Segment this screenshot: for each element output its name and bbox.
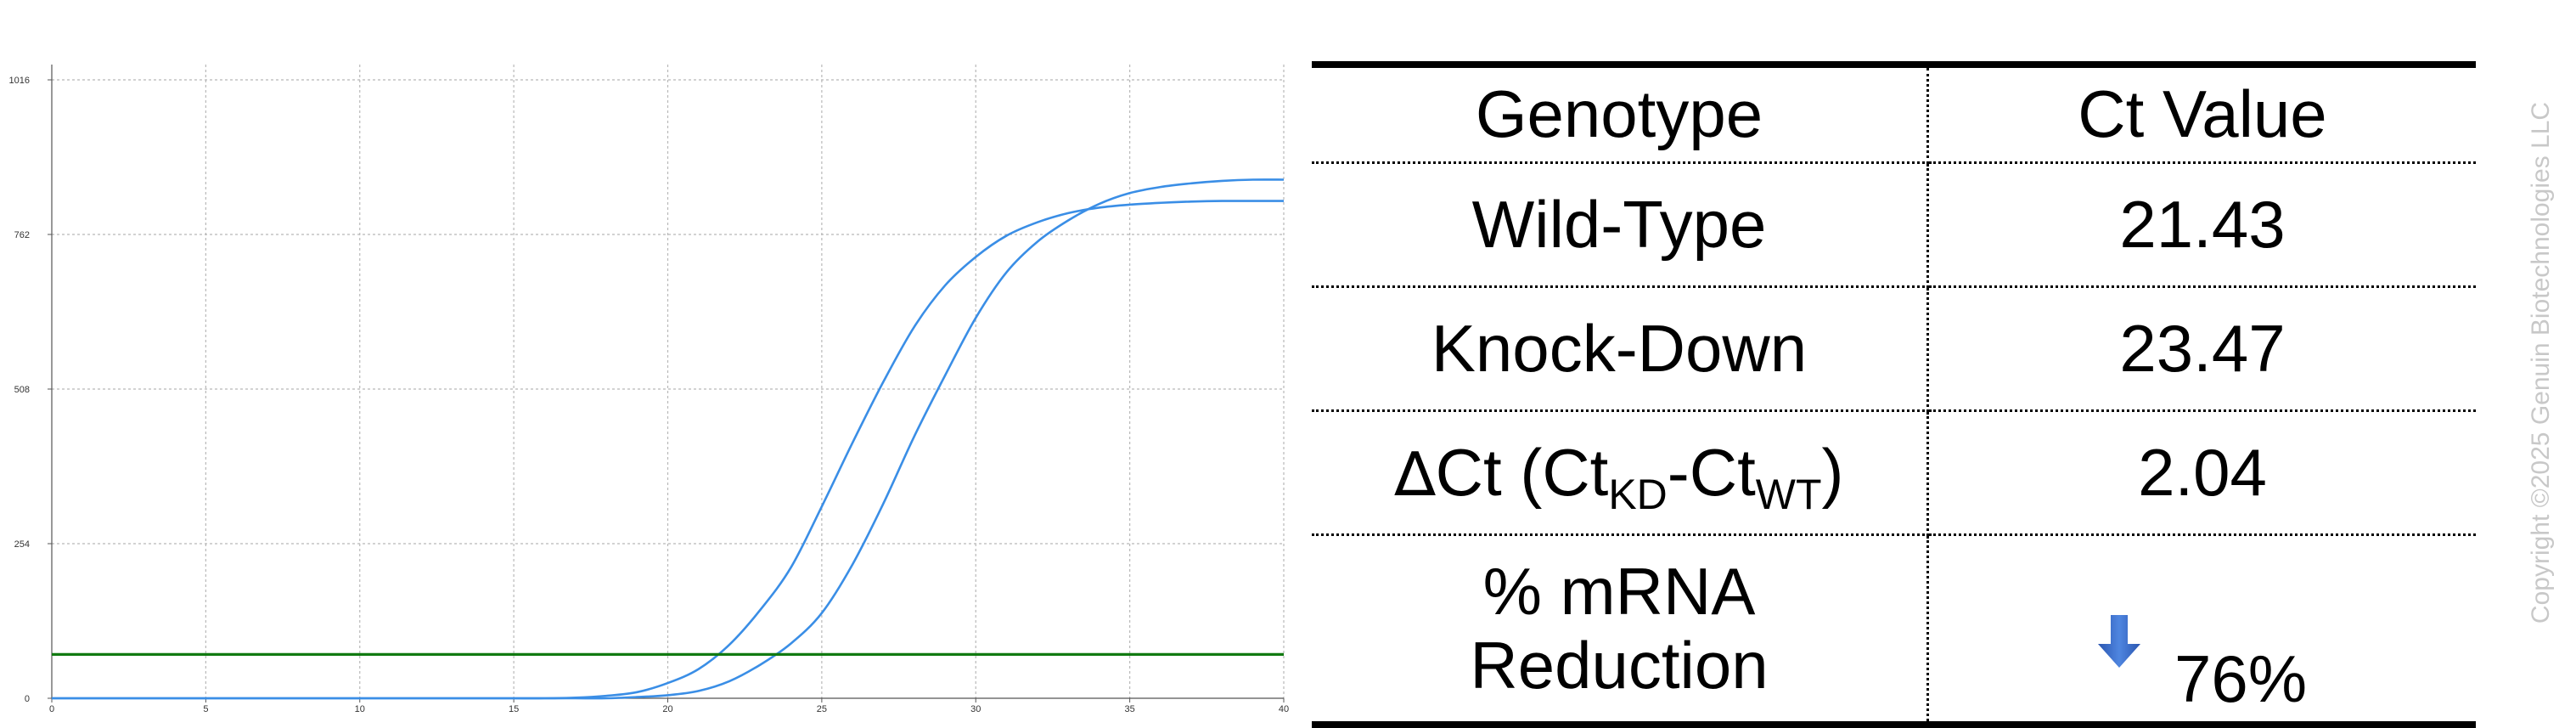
delta-ct-suffix: ) [1821, 434, 1844, 510]
x-tick-label: 15 [509, 704, 519, 714]
series-lines [51, 178, 1285, 700]
table-row-knock-down: Knock-Down 23.47 [1312, 286, 2476, 412]
ct-value-table: Genotype Ct Value Wild-Type 21.43 Knock-… [1312, 61, 2476, 728]
delta-ct-prefix: Ct (Ct [1435, 434, 1609, 510]
x-tick-label: 5 [203, 704, 208, 714]
down-arrow-icon [2097, 614, 2140, 668]
table-header-row: Genotype Ct Value [1312, 65, 2476, 164]
header-genotype: Genotype [1312, 65, 1929, 164]
reduction-label: % mRNA Reduction [1312, 534, 1929, 725]
wild-type-ct: 21.43 [1927, 162, 2476, 288]
y-tick-label: 1016 [9, 76, 30, 86]
qpcr-amplification-chart: 0 5 10 15 20 25 30 35 40 0 254 508 762 1016 [9, 65, 1290, 714]
knock-down-label: Knock-Down [1312, 286, 1929, 412]
delta-ct-mid: -Ct [1667, 434, 1756, 510]
subscript-wt: WT [1755, 470, 1822, 518]
grid [52, 65, 1285, 698]
x-tick-label: 10 [355, 704, 365, 714]
copyright-text: Copyright ©2025 Genuin Biotechnologies L… [2527, 101, 2555, 624]
subscript-kd: KD [1608, 470, 1668, 518]
reduction-label-line1: % mRNA [1482, 553, 1756, 629]
x-tick-label: 20 [662, 704, 672, 714]
header-ct-value: Ct Value [1927, 65, 2476, 164]
delta-ct-value: 2.04 [1927, 410, 2476, 536]
y-tick-label: 254 [14, 539, 30, 550]
delta-symbol: ∆ [1394, 437, 1436, 510]
reduction-cell: 76% [1928, 535, 2477, 725]
amplification-plot: 0 5 10 15 20 25 30 35 40 0 254 508 762 1016 [9, 65, 1290, 714]
x-tick-label: 0 [49, 704, 54, 714]
table-row-reduction: % mRNA Reduction 76% [1312, 534, 2477, 725]
reduction-label-line2: Reduction [1470, 628, 1769, 703]
wild-type-label: Wild-Type [1312, 162, 1929, 288]
table-row-wild-type: Wild-Type 21.43 [1312, 162, 2476, 288]
axes [48, 65, 1285, 703]
x-tick-label: 40 [1279, 704, 1289, 714]
x-tick-label: 35 [1125, 704, 1135, 714]
delta-ct-label: ∆Ct (CtKD-CtWT) [1312, 410, 1929, 536]
knock-down-ct: 23.47 [1927, 286, 2476, 412]
y-tick-label: 0 [25, 694, 30, 704]
reduction-value: 76% [2174, 641, 2308, 716]
tick-labels: 0 5 10 15 20 25 30 35 40 0 254 508 762 1016 [9, 76, 1290, 714]
amplification-curve-2 [51, 178, 1285, 700]
x-tick-label: 30 [970, 704, 981, 714]
x-tick-label: 25 [817, 704, 827, 714]
y-tick-label: 762 [14, 230, 30, 240]
y-tick-label: 508 [14, 385, 30, 395]
table-row-delta-ct: ∆Ct (CtKD-CtWT) 2.04 [1312, 410, 2476, 536]
